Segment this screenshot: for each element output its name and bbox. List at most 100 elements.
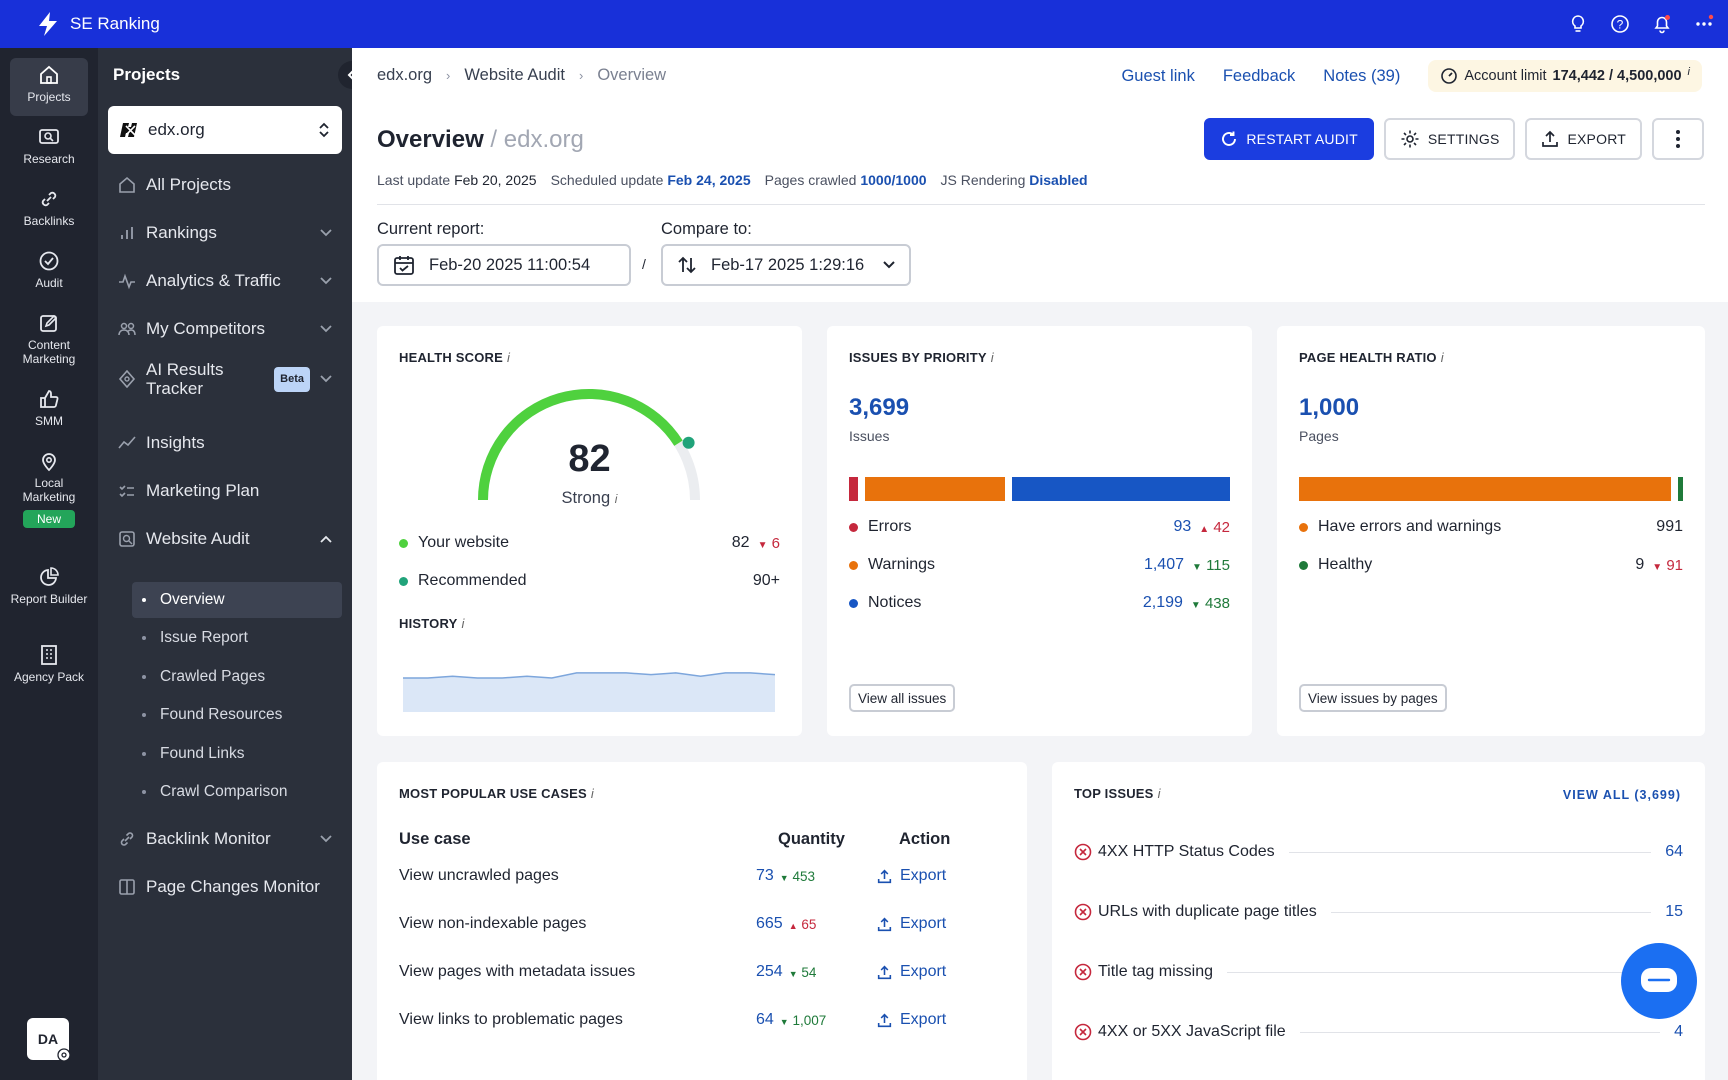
chevron-up-down-icon — [319, 122, 329, 138]
nav-ai-results-tracker[interactable]: AI Results Tracker Beta — [108, 354, 342, 404]
breadcrumb-project[interactable]: edx.org — [377, 66, 433, 84]
rail-research[interactable]: Research — [10, 120, 88, 176]
split-segment[interactable] — [1299, 477, 1672, 501]
row-line — [1288, 851, 1652, 853]
info-icon: i — [990, 350, 994, 365]
history-line — [403, 672, 775, 679]
info-icon: i — [1687, 66, 1690, 78]
nav-analytics-traffic[interactable]: Analytics & Traffic — [108, 260, 342, 302]
current-report-select[interactable]: Feb-20 2025 11:00:54 — [377, 244, 631, 286]
split-segment[interactable] — [865, 477, 1005, 501]
export-button[interactable]: EXPORT — [1525, 118, 1642, 160]
issues-total[interactable]: 3,699 — [849, 394, 910, 421]
gear-icon — [1401, 130, 1419, 148]
lightbulb-icon[interactable] — [1568, 14, 1588, 34]
view-issues-by-pages-button[interactable]: View issues by pages — [1299, 684, 1447, 712]
bullet-dot — [142, 752, 146, 756]
scheduled-update-value[interactable]: Feb 24, 2025 — [667, 172, 751, 188]
account-limit[interactable]: Account limit 174,442 / 4,500,000 i — [1428, 60, 1702, 92]
pages-total[interactable]: 1,000 — [1299, 394, 1360, 421]
ai-tracker-icon — [118, 370, 136, 388]
rail-projects[interactable]: Projects — [10, 58, 88, 116]
nav-all-projects[interactable]: All Projects — [108, 164, 342, 206]
research-icon — [39, 129, 59, 144]
nav-marketing-plan[interactable]: Marketing Plan — [108, 470, 342, 512]
sub-issue-report[interactable]: Issue Report — [132, 620, 342, 656]
more-options-button[interactable] — [1652, 118, 1704, 160]
sub-crawl-comparison[interactable]: Crawl Comparison — [132, 774, 342, 810]
top-issue-row[interactable]: URLs with duplicate page titles 15 — [1074, 892, 1683, 932]
chevron-right-icon: › — [578, 68, 584, 83]
action-header: Action — [899, 830, 951, 848]
project-selector[interactable]: edx.org — [108, 106, 342, 154]
page-compare-icon — [119, 879, 135, 895]
link-icon — [120, 832, 134, 846]
trend-icon — [118, 436, 136, 449]
rail-local-marketing[interactable]: Local Marketing New — [10, 444, 88, 544]
home-icon — [40, 65, 58, 84]
nav-backlink-monitor[interactable]: Backlink Monitor — [108, 818, 342, 860]
pages-total-label: Pages — [1299, 428, 1339, 444]
feedback-link[interactable]: Feedback — [1222, 66, 1296, 85]
use-case-row: View non-indexable pages 665 ▲ 65 Export — [399, 915, 947, 933]
nav-page-changes-monitor[interactable]: Page Changes Monitor — [108, 866, 342, 908]
top-issue-row[interactable]: 4XX HTTP Status Codes 64 — [1074, 832, 1683, 872]
rail-agency-pack[interactable]: Agency Pack — [10, 638, 88, 708]
top-issue-row[interactable]: 4XX or 5XX JavaScript file 4 — [1074, 1012, 1683, 1052]
rail-report-builder[interactable]: Report Builder — [10, 560, 88, 630]
guest-link[interactable]: Guest link — [1121, 66, 1195, 85]
export-action[interactable]: Export — [877, 963, 946, 981]
health-score-card: HEALTH SCORE i 82 Strong i Your website 8… — [377, 326, 802, 736]
bell-icon[interactable] — [1652, 14, 1672, 34]
brand-name: SE Ranking — [70, 14, 160, 33]
main-content: edx.org › Website Audit › Overview Guest… — [352, 48, 1728, 1080]
sub-found-links[interactable]: Found Links — [132, 736, 342, 772]
gauge-fill — [478, 389, 683, 501]
pages-crawled-value[interactable]: 1000/1000 — [860, 172, 927, 188]
issues-total-label: Issues — [849, 428, 890, 444]
rail-content-marketing[interactable]: Content Marketing — [10, 306, 88, 376]
brand-logo[interactable]: SE Ranking — [36, 11, 160, 37]
info-icon: i — [590, 786, 594, 801]
rail-smm[interactable]: SMM — [10, 382, 88, 438]
gauge-icon — [1441, 68, 1458, 84]
more-horizontal-icon[interactable] — [1694, 14, 1714, 34]
pulse-icon — [119, 273, 135, 290]
split-segment[interactable] — [849, 477, 859, 501]
restart-audit-button[interactable]: RESTART AUDIT — [1204, 118, 1374, 160]
chat-button[interactable] — [1621, 943, 1697, 1019]
js-rendering-value[interactable]: Disabled — [1029, 172, 1088, 188]
sub-overview[interactable]: Overview — [132, 582, 342, 618]
lightning-logo-icon — [39, 12, 57, 36]
top-issue-row[interactable]: Title tag missing — [1074, 952, 1683, 992]
export-action[interactable]: Export — [877, 1011, 946, 1029]
breadcrumb-website-audit[interactable]: Website Audit — [464, 66, 565, 84]
compare-report-select[interactable]: Feb-17 2025 1:29:16 — [661, 244, 911, 286]
notes-link[interactable]: Notes (39) — [1323, 66, 1401, 85]
view-all-issues-link[interactable]: VIEW ALL (3,699) — [1562, 788, 1681, 802]
rail-audit[interactable]: Audit — [10, 244, 88, 300]
error-x-icon — [1074, 843, 1092, 861]
settings-button[interactable]: SETTINGS — [1383, 118, 1516, 160]
healthy-row: Healthy 9 ▼ 91 — [1299, 556, 1683, 574]
link-icon — [41, 191, 57, 207]
sub-found-resources[interactable]: Found Resources — [132, 697, 342, 733]
nav-website-audit[interactable]: Website Audit — [108, 518, 342, 560]
sub-crawled-pages[interactable]: Crawled Pages — [132, 659, 342, 695]
rail-backlinks[interactable]: Backlinks — [10, 182, 88, 238]
recommended-row: Recommended 90+ — [399, 572, 780, 590]
export-action[interactable]: Export — [877, 915, 946, 933]
thumbs-up-icon — [40, 390, 59, 408]
nav-my-competitors[interactable]: My Competitors — [108, 308, 342, 350]
bullet-dot — [142, 713, 146, 717]
nav-insights[interactable]: Insights — [108, 422, 342, 464]
split-segment[interactable] — [1678, 477, 1683, 501]
help-icon[interactable]: ? — [1610, 14, 1630, 34]
page-health-ratio-card: PAGE HEALTH RATIO i 1,000 Pages Have erro… — [1277, 326, 1705, 736]
split-segment[interactable] — [1011, 477, 1230, 501]
export-action[interactable]: Export — [877, 867, 946, 885]
nav-rankings[interactable]: Rankings — [108, 212, 342, 254]
avatar[interactable]: DA — [27, 1018, 71, 1062]
view-all-issues-button[interactable]: View all issues — [849, 684, 956, 712]
errors-row: Errors 93 ▲ 42 — [849, 518, 1230, 536]
